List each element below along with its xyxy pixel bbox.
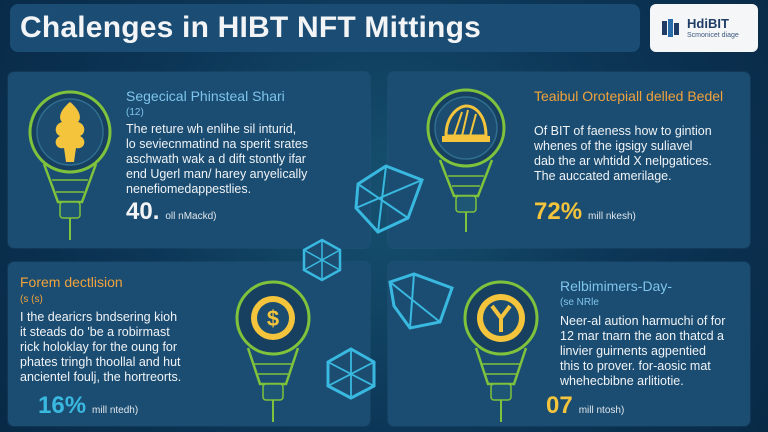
card-4: Relbimimers-Day- (se NRle Neer-al aution… [388,262,750,426]
card-1-line: The reture wh enlihe sil inturid, [126,122,297,136]
card-1-line: nenefiomedappestlies. [126,182,252,196]
card-2-stat: 72% mill nkesh) [534,198,636,226]
card-3: Forem dectlision (s (s) I the dearicrs b… [8,262,370,426]
crystal-icon [326,347,376,400]
card-3-subtitle: (s (s) [20,294,43,305]
card-3-line: phates tringh thoollal and hut [20,355,181,369]
card-1-line: lo seviecnmatind na sperit srates [126,137,309,151]
card-3-stat-value: 16% [38,392,87,419]
card-3-line: I the dearicrs bndsering kioh [20,310,178,324]
dollar-coin-bulb-icon: $ [235,280,311,422]
card-3-stat-label: mill ntedh) [92,405,139,416]
card-1-stat-label: oll nMackd) [165,211,217,222]
brand-logo-icon [662,19,679,37]
card-1-body: The reture wh enlihe sil inturid, lo sev… [126,122,364,197]
card-4-body: Neer-al aution harmuchi of for 12 mar tn… [560,314,746,389]
page-title: Chalenges in HIBT NFT Mittings [20,11,481,44]
card-3-line: rick holoklay for the oung for [20,340,178,354]
card-2-line: dab the ar whtidd X nelpgatices. [534,154,712,168]
pinecone-bulb-icon [426,88,506,232]
card-1-line: end Ugerl man/ harey anyelically [126,167,308,181]
card-1: Segecical Phinsteal Shari (12) The retur… [8,72,370,248]
card-4-stat: 07 mill ntosh) [546,392,624,420]
crystal-icon [302,238,342,282]
card-1-subtitle: (12) [126,107,144,118]
card-1-stat-value: 40. [126,198,160,225]
card-4-line: 12 mar tnarn the aon thatcd a [560,329,724,343]
card-4-line: this to prover. for-aosic mat [560,359,711,373]
card-4-subtitle: (se NRle [560,297,599,308]
card-1-title: Segecical Phinsteal Shari [126,88,285,104]
card-2: Teaibul Orotepiall delled Bedel Of BIT o… [388,72,750,248]
page-title-bar: Chalenges in HIBT NFT Mittings [10,4,640,52]
card-1-stat: 40. oll nMackd) [126,198,217,226]
card-2-title: Teaibul Orotepiall delled Bedel [534,88,724,104]
card-2-stat-value: 72% [534,198,583,225]
crystal-icon [388,272,454,330]
card-1-line: aschwath wak a d dift stontly ifar [126,152,306,166]
card-4-line: whehecbibne arlitiotie. [560,374,684,388]
card-2-body: Of BIT of faeness how to gintion whenes … [534,124,746,184]
brand-logo-name: HdiBIT [687,16,729,31]
card-2-line: Of BIT of faeness how to gintion [534,124,712,138]
card-2-line: The auccated amerilage. [534,169,672,183]
card-4-stat-value: 07 [546,392,573,419]
card-4-title: Relbimimers-Day- [560,278,673,294]
card-3-body: I the dearicrs bndsering kioh it steads … [20,310,240,385]
card-2-stat-label: mill nkesh) [588,211,636,222]
svg-text:$: $ [267,306,279,331]
card-4-line: Neer-al aution harmuchi of for [560,314,726,328]
brand-logo-tagline: Scmonicet diage [687,32,739,39]
card-4-line: linvier guirnents agpentied [560,344,706,358]
card-2-line: whenes of the igsigy suliavel [534,139,693,153]
crystal-icon [354,164,424,234]
card-3-title: Forem dectlision [20,274,123,290]
card-3-line: it steads do 'be a robirmast [20,325,170,339]
card-3-line: ancientel foulj, the hortreorts. [20,370,182,384]
card-4-stat-label: mill ntosh) [578,405,625,416]
brand-logo: HdiBIT Scmonicet diage [650,4,758,52]
tree-bulb-icon [28,90,112,240]
yen-coin-bulb-icon [463,280,539,422]
card-3-stat: 16% mill ntedh) [38,392,138,420]
